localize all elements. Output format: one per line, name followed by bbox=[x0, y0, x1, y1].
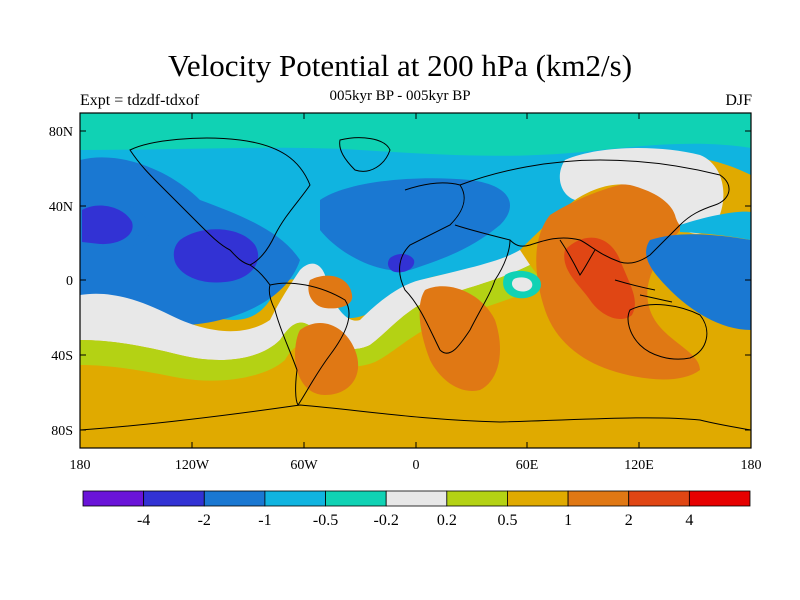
colorbar-label-5: 0.2 bbox=[437, 512, 457, 529]
colorbar-label-7: 1 bbox=[564, 512, 572, 529]
contour-neg1-wpacific bbox=[646, 234, 751, 330]
lon-label-60e: 60E bbox=[516, 458, 539, 473]
lon-ticks bbox=[191, 113, 640, 448]
plot-title: Velocity Potential at 200 hPa (km2/s) bbox=[167, 48, 633, 83]
contour-field bbox=[80, 113, 751, 448]
coast-antarctica bbox=[80, 404, 751, 431]
colorbar-label-4: -0.2 bbox=[374, 512, 399, 529]
colorbar-label-2: -1 bbox=[258, 512, 271, 529]
season-label: DJF bbox=[725, 92, 752, 109]
lon-label-60w: 60W bbox=[290, 458, 318, 473]
colorbar-swatch-1 bbox=[143, 490, 205, 507]
contour-neg05-wpacific bbox=[680, 211, 751, 240]
colorbar-label-8: 2 bbox=[625, 512, 633, 529]
period-label: 005kyr BP - 005kyr BP bbox=[329, 88, 471, 104]
contour-pos2-africa-small bbox=[437, 298, 461, 319]
contour-neg02-arctic bbox=[80, 113, 751, 156]
colorbar-label-3: -0.5 bbox=[313, 512, 338, 529]
colorbar-swatch-2 bbox=[203, 490, 266, 507]
coast-greenland bbox=[339, 137, 391, 172]
coastlines bbox=[80, 137, 751, 431]
colorbar: -4 -2 -1 -0.5 -0.2 0.2 0.5 1 2 4 bbox=[82, 490, 751, 529]
coast-central-america bbox=[249, 264, 271, 286]
lon-label-0: 0 bbox=[413, 458, 420, 473]
lon-label-180e: 180 bbox=[741, 458, 762, 473]
lat-label-40n: 40N bbox=[49, 200, 73, 215]
contour-pos2-indonesia bbox=[564, 237, 635, 320]
colorbar-label-0: -4 bbox=[137, 512, 150, 529]
lat-label-eq: 0 bbox=[66, 274, 73, 289]
coast-indonesia bbox=[614, 279, 673, 303]
coast-australia bbox=[627, 304, 708, 360]
coast-europe-africa bbox=[399, 182, 511, 354]
coast-north-america bbox=[129, 137, 311, 266]
lon-label-120w: 120W bbox=[175, 458, 210, 473]
lat-label-40s: 40S bbox=[51, 349, 73, 364]
lon-label-120e: 120E bbox=[624, 458, 654, 473]
contour-zero-indian-ring bbox=[511, 277, 533, 292]
contour-zero-nepacific bbox=[559, 148, 724, 234]
colorbar-swatch-0 bbox=[82, 490, 145, 507]
contour-neg1-atlantic bbox=[320, 178, 510, 271]
colorbar-swatch-6 bbox=[446, 490, 508, 507]
colorbar-label-9: 4 bbox=[685, 512, 693, 529]
colorbar-swatch-8 bbox=[567, 490, 630, 507]
contour-neg2-africa bbox=[387, 254, 415, 273]
colorbar-swatch-9 bbox=[628, 490, 690, 507]
colorbar-label-1: -2 bbox=[198, 512, 211, 529]
coast-india bbox=[559, 239, 596, 276]
contour-neg2-pacific bbox=[173, 229, 259, 283]
experiment-label: Expt = tdzdf-tdxof bbox=[80, 92, 200, 109]
colorbar-swatch-5 bbox=[385, 490, 448, 507]
colorbar-swatch-3 bbox=[264, 490, 326, 507]
coast-eurasia bbox=[459, 159, 730, 264]
colorbar-swatch-10 bbox=[688, 490, 751, 507]
lat-label-80n: 80N bbox=[49, 125, 73, 140]
contour-neg2-pacific-west bbox=[82, 205, 133, 245]
colorbar-label-6: 0.5 bbox=[497, 512, 517, 529]
colorbar-swatch-7 bbox=[507, 490, 569, 507]
contour-zero-pacific bbox=[80, 250, 530, 360]
lat-ticks bbox=[80, 130, 751, 431]
lon-label-180w: 180 bbox=[70, 458, 91, 473]
colorbar-swatch-4 bbox=[325, 490, 387, 507]
lat-label-80s: 80S bbox=[51, 424, 73, 439]
